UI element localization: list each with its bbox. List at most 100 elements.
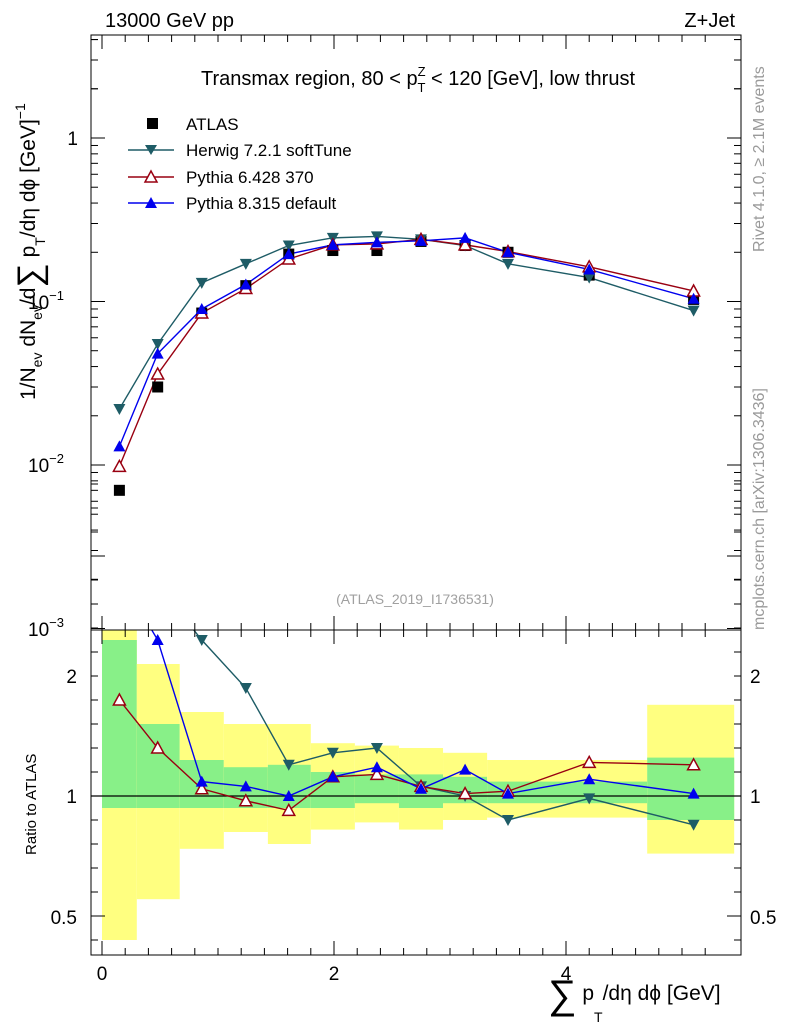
main-point-pythia-8-315-default — [415, 234, 427, 246]
ratio-point-pythia-8-315-default — [151, 634, 164, 645]
rivet-label: Rivet 4.1.0, ≥ 2.1M events — [751, 66, 768, 252]
ratio-point-pythia-8-315-default — [239, 780, 252, 792]
ratio-y-tick-left-1: 1 — [66, 787, 77, 808]
main-point-atlas — [113, 484, 125, 496]
chart-title: Transmax region, 80 < pZ T < 120 [GeV], l… — [201, 64, 635, 95]
legend-label-pythia6: Pythia 6.428 370 — [186, 168, 314, 187]
main-line-pythia-6-428-370 — [118, 238, 694, 467]
ratio-y-tick-right-2: 2 — [750, 667, 761, 688]
ratio-band-green — [136, 724, 180, 808]
main-point-pythia-6-428-370 — [150, 366, 165, 380]
ratio-point-herwig-7-2-1-softtune — [502, 815, 514, 826]
main-point-pythia-8-315-default — [459, 231, 472, 243]
ratio-point-pythia-6-428-370 — [369, 766, 385, 781]
ratio-point-pythia-8-315-default — [113, 569, 125, 580]
y-tick-label-1: 1 — [67, 129, 78, 150]
ratio-point-pythia-8-315-default — [502, 787, 514, 799]
ratio-point-pythia-8-315-default — [459, 763, 472, 775]
ratio-point-pythia-8-315-default — [282, 790, 295, 801]
main-curves — [112, 231, 701, 496]
ratio-point-pythia-6-428-370 — [281, 802, 297, 817]
ratio-point-herwig-7-2-1-softtune — [687, 819, 700, 831]
ratio-line-pythia-6-428-370 — [118, 699, 694, 812]
ratio-y-tick-right-1: 1 — [750, 787, 761, 808]
main-line-herwig-7-2-1-softtune — [118, 235, 694, 410]
main-line-pythia-8-315-default — [118, 237, 694, 447]
ratio-band-green — [102, 640, 137, 808]
main-point-herwig-7-2-1-softtune — [502, 258, 514, 270]
legend-marker-atlas — [147, 118, 158, 129]
legend-label-pythia8: Pythia 8.315 default — [186, 194, 337, 213]
ratio-point-pythia-6-428-370 — [238, 793, 254, 807]
ratio-point-pythia-6-428-370 — [686, 757, 701, 771]
y-tick-label-0.1: 10−1 — [28, 288, 64, 314]
main-point-herwig-7-2-1-softtune — [151, 338, 164, 350]
legend-marker-pythia6 — [143, 169, 159, 183]
ratio-y-tick-left-0.5: 0.5 — [51, 908, 77, 929]
legend: ATLAS Herwig 7.2.1 softTune Pythia 6.428… — [128, 115, 352, 213]
main-point-pythia-8-315-default — [113, 440, 126, 452]
ratio-point-herwig-7-2-1-softtune — [239, 683, 252, 694]
main-point-pythia-8-315-default — [687, 292, 700, 304]
ratio-point-pythia-6-428-370 — [112, 692, 127, 706]
x-axis-title: ∑ pT/dη dϕ [GeV] — [548, 973, 721, 1024]
legend-label-atlas: ATLAS — [186, 115, 239, 134]
ratio-point-pythia-8-315-default — [687, 787, 700, 799]
legend-marker-herwig — [145, 145, 157, 155]
main-point-herwig-7-2-1-softtune — [282, 240, 295, 252]
ratio-point-pythia-8-315-default — [415, 782, 427, 794]
analysis-watermark: (ATLAS_2019_I1736531) — [336, 591, 494, 607]
main-point-herwig-7-2-1-softtune — [687, 305, 700, 317]
legend-marker-pythia8 — [145, 197, 157, 208]
ratio-tick-marks — [91, 483, 741, 955]
main-point-pythia-8-315-default — [282, 248, 295, 260]
main-point-pythia-8-315-default — [502, 246, 514, 258]
ratio-point-pythia-8-315-default — [326, 770, 339, 782]
main-point-herwig-7-2-1-softtune — [239, 258, 252, 270]
ratio-band-green — [267, 764, 311, 808]
main-point-pythia-8-315-default — [326, 238, 339, 250]
main-point-pythia-8-315-default — [370, 236, 383, 248]
main-point-herwig-7-2-1-softtune — [113, 404, 126, 416]
main-tick-marks — [91, 35, 741, 630]
header-energy: 13000 GeV pp — [105, 10, 234, 32]
main-point-atlas — [371, 245, 383, 257]
ratio-point-pythia-6-428-370 — [194, 781, 210, 795]
x-tick-label-0: 0 — [97, 964, 108, 985]
ratio-point-herwig-7-2-1-softtune — [583, 793, 596, 805]
ratio-line-pythia-8-315-default — [150, 630, 694, 797]
ratio-y-axis-title: Ratio to ATLAS — [23, 754, 40, 855]
ratio-y-tick-left-2: 2 — [66, 667, 77, 688]
legend-label-herwig: Herwig 7.2.1 softTune — [186, 141, 352, 160]
ratio-y-tick-right-0.5: 0.5 — [750, 908, 776, 929]
main-point-atlas — [152, 381, 164, 393]
main-point-pythia-6-428-370 — [112, 458, 127, 473]
mcplots-label: mcplots.cern.ch [arXiv:1306.3436] — [751, 388, 768, 630]
header-process: Z+Jet — [684, 10, 735, 32]
main-point-herwig-7-2-1-softtune — [583, 272, 596, 284]
ratio-point-pythia-8-315-default — [370, 761, 383, 773]
ratio-band-green — [487, 781, 648, 804]
main-point-pythia-6-428-370 — [457, 237, 473, 251]
ratio-plot-frame — [90, 629, 742, 956]
main-y-axis-title: 1/Nev dNev/d∑ pT/dη dϕ [GeV]−1 — [11, 103, 49, 400]
y-tick-label-0.001: 10−3 — [28, 615, 64, 641]
ratio-point-pythia-6-428-370 — [581, 754, 597, 769]
ratio-point-pythia-6-428-370 — [150, 740, 165, 754]
ratio-point-herwig-7-2-1-softtune — [326, 747, 339, 759]
main-point-pythia-8-315-default — [583, 263, 596, 275]
ratio-uncertainty-bands — [102, 630, 735, 940]
x-tick-label-4: 4 — [561, 964, 572, 985]
ratio-point-herwig-7-2-1-softtune — [282, 759, 295, 771]
y-tick-label-0.01: 10−2 — [28, 451, 64, 477]
ratio-point-herwig-7-2-1-softtune — [152, 580, 164, 591]
x-tick-label-2: 2 — [329, 964, 340, 985]
ratio-point-pythia-8-315-default — [583, 773, 596, 785]
main-point-pythia-8-315-default — [195, 302, 208, 314]
ratio-point-herwig-7-2-1-softtune — [370, 743, 383, 754]
main-point-herwig-7-2-1-softtune — [195, 277, 208, 289]
main-point-pythia-8-315-default — [239, 278, 252, 290]
ratio-point-pythia-6-428-370 — [457, 786, 473, 800]
main-point-pythia-8-315-default — [151, 347, 164, 359]
